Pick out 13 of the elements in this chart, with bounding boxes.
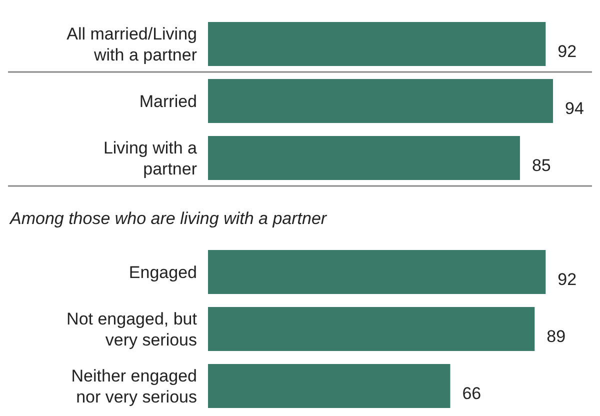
chart-title: Among those who are living with a partner — [9, 209, 328, 228]
y-tick-label: Living with a partner — [103, 138, 198, 178]
data-label: 94 — [565, 99, 584, 118]
data-label: 89 — [546, 327, 566, 346]
y-tick-label: Neither engaged nor very serious — [71, 366, 197, 406]
data-label: 85 — [532, 156, 551, 175]
y-tick-label: Married — [139, 92, 197, 111]
data-label: 92 — [558, 270, 577, 289]
y-tick-label: Engaged — [128, 263, 197, 282]
y-tick-label: Not engaged, but very serious — [66, 310, 198, 350]
y-tick-label: All married/Living with a partner — [66, 24, 198, 64]
data-label: 66 — [462, 384, 482, 403]
data-label: 92 — [558, 42, 577, 61]
